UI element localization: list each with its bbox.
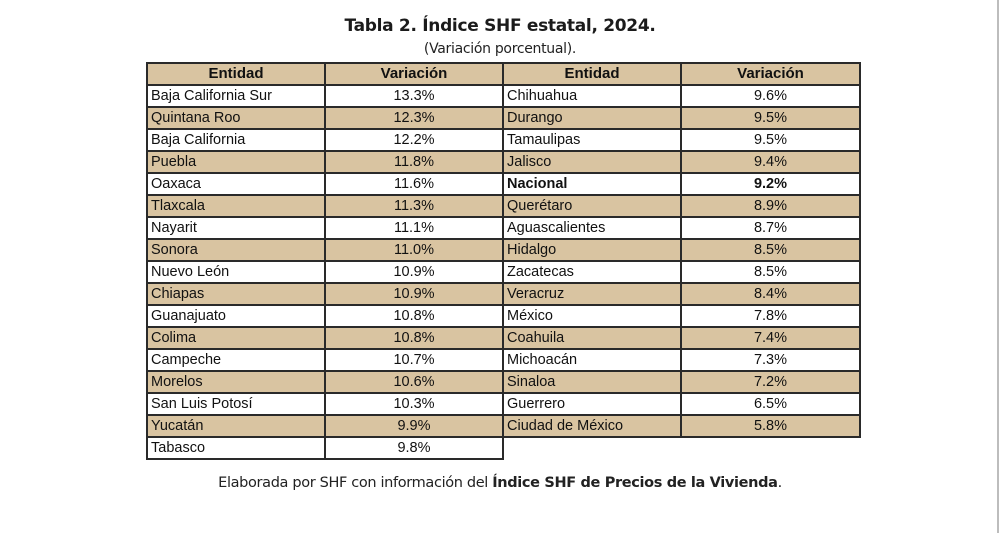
left-value-cell: 12.3% — [324, 106, 504, 130]
left-value-cell: 9.9% — [324, 414, 504, 438]
table-row: Campeche 10.7% Michoacán 7.3% — [146, 348, 861, 372]
table-row: Chiapas 10.9% Veracruz 8.4% — [146, 282, 861, 306]
right-entity-cell: Jalisco — [502, 150, 682, 174]
table-row: Oaxaca 11.6% Nacional 9.2% — [146, 172, 861, 196]
right-value-cell: 8.9% — [680, 194, 861, 218]
source-bold: Índice SHF de Precios de la Vivienda — [492, 475, 778, 491]
right-entity-cell: Durango — [502, 106, 682, 130]
left-entity-cell: Puebla — [146, 150, 326, 174]
table-row: Guanajuato 10.8% México 7.8% — [146, 304, 861, 328]
left-entity-cell: Chiapas — [146, 282, 326, 306]
right-entity-cell: Michoacán — [502, 348, 682, 372]
table-subtitle: (Variación porcentual). — [423, 41, 577, 57]
left-entity-cell: Sonora — [146, 238, 326, 262]
left-value-cell: 11.8% — [324, 150, 504, 174]
left-value-cell: 11.1% — [324, 216, 504, 240]
right-entity-cell: Veracruz — [502, 282, 682, 306]
left-value-cell: 10.6% — [324, 370, 504, 394]
right-entity-cell: Chihuahua — [502, 84, 682, 108]
right-value-cell: 8.4% — [680, 282, 861, 306]
left-value-cell: 11.0% — [324, 238, 504, 262]
left-value-cell: 13.3% — [324, 84, 504, 108]
table-row: Yucatán 9.9% Ciudad de México 5.8% — [146, 414, 861, 438]
table-row: Quintana Roo 12.3% Durango 9.5% — [146, 106, 861, 130]
right-entity-cell: Tamaulipas — [502, 128, 682, 152]
right-value-cell: 5.8% — [680, 414, 861, 438]
right-value-cell: 8.7% — [680, 216, 861, 240]
right-value-cell: 9.2% — [680, 172, 861, 196]
left-entity-cell: Tlaxcala — [146, 194, 326, 218]
table-row: Colima 10.8% Coahuila 7.4% — [146, 326, 861, 350]
right-entity-cell: Aguascalientes — [502, 216, 682, 240]
right-value-cell: 7.8% — [680, 304, 861, 328]
right-entity-cell: Sinaloa — [502, 370, 682, 394]
left-value-cell: 10.8% — [324, 304, 504, 328]
left-entity-cell: Baja California Sur — [146, 84, 326, 108]
table-title: Tabla 2. Índice SHF estatal, 2024. — [344, 16, 656, 36]
header-left-entity: Entidad — [146, 62, 326, 86]
page-edge-divider — [997, 0, 999, 533]
left-entity-cell: Yucatán — [146, 414, 326, 438]
table-row: Tabasco 9.8% — [146, 436, 860, 460]
right-value-cell: 8.5% — [680, 260, 861, 284]
right-entity-cell: Hidalgo — [502, 238, 682, 262]
right-value-cell: 7.4% — [680, 326, 861, 350]
right-value-cell: 8.5% — [680, 238, 861, 262]
left-entity-cell: Morelos — [146, 370, 326, 394]
left-value-cell: 9.8% — [324, 436, 504, 460]
right-entity-cell: Coahuila — [502, 326, 682, 350]
table-row: Tlaxcala 11.3% Querétaro 8.9% — [146, 194, 861, 218]
source-note: Elaborada por SHF con información del Ín… — [0, 475, 1000, 491]
right-entity-cell: Ciudad de México — [502, 414, 682, 438]
table-row: San Luis Potosí 10.3% Guerrero 6.5% — [146, 392, 861, 416]
left-value-cell: 12.2% — [324, 128, 504, 152]
left-entity-cell: Campeche — [146, 348, 326, 372]
table-row: Puebla 11.8% Jalisco 9.4% — [146, 150, 861, 174]
left-value-cell: 10.3% — [324, 392, 504, 416]
right-value-cell: 7.3% — [680, 348, 861, 372]
left-value-cell: 10.8% — [324, 326, 504, 350]
right-value-cell: 9.4% — [680, 150, 861, 174]
right-entity-cell: Nacional — [502, 172, 682, 196]
header-left-value: Variación — [324, 62, 504, 86]
state-index-table: Entidad Variación Entidad Variación Baja… — [146, 62, 861, 460]
table-row: Baja California 12.2% Tamaulipas 9.5% — [146, 128, 861, 152]
left-entity-cell: San Luis Potosí — [146, 392, 326, 416]
left-entity-cell: Baja California — [146, 128, 326, 152]
left-entity-cell: Guanajuato — [146, 304, 326, 328]
right-value-cell: 9.5% — [680, 106, 861, 130]
left-value-cell: 10.7% — [324, 348, 504, 372]
source-suffix: . — [777, 475, 783, 491]
source-prefix: Elaborada por SHF con información del — [218, 475, 493, 491]
left-entity-cell: Colima — [146, 326, 326, 350]
right-entity-cell: Querétaro — [502, 194, 682, 218]
table-row: Morelos 10.6% Sinaloa 7.2% — [146, 370, 861, 394]
left-value-cell: 10.9% — [324, 282, 504, 306]
left-value-cell: 11.3% — [324, 194, 504, 218]
left-value-cell: 11.6% — [324, 172, 504, 196]
left-entity-cell: Nuevo León — [146, 260, 326, 284]
right-value-cell: 7.2% — [680, 370, 861, 394]
left-entity-cell: Tabasco — [146, 436, 326, 460]
empty-cell — [681, 437, 860, 459]
table-body: Baja California Sur 13.3% Chihuahua 9.6% Qui… — [146, 84, 861, 460]
left-value-cell: 10.9% — [324, 260, 504, 284]
table-row: Baja California Sur 13.3% Chihuahua 9.6% — [146, 84, 861, 108]
right-entity-cell: Guerrero — [502, 392, 682, 416]
table-row: Sonora 11.0% Hidalgo 8.5% — [146, 238, 861, 262]
right-value-cell: 9.5% — [680, 128, 861, 152]
right-value-cell: 9.6% — [680, 84, 861, 108]
table-row: Nuevo León 10.9% Zacatecas 8.5% — [146, 260, 861, 284]
header-row: Entidad Variación Entidad Variación — [146, 62, 861, 86]
left-entity-cell: Nayarit — [146, 216, 326, 240]
empty-cell — [503, 437, 681, 459]
right-entity-cell: México — [502, 304, 682, 328]
table-row: Nayarit 11.1% Aguascalientes 8.7% — [146, 216, 861, 240]
header-right-entity: Entidad — [502, 62, 682, 86]
header-right-value: Variación — [680, 62, 861, 86]
right-entity-cell: Zacatecas — [502, 260, 682, 284]
left-entity-cell: Quintana Roo — [146, 106, 326, 130]
right-value-cell: 6.5% — [680, 392, 861, 416]
left-entity-cell: Oaxaca — [146, 172, 326, 196]
